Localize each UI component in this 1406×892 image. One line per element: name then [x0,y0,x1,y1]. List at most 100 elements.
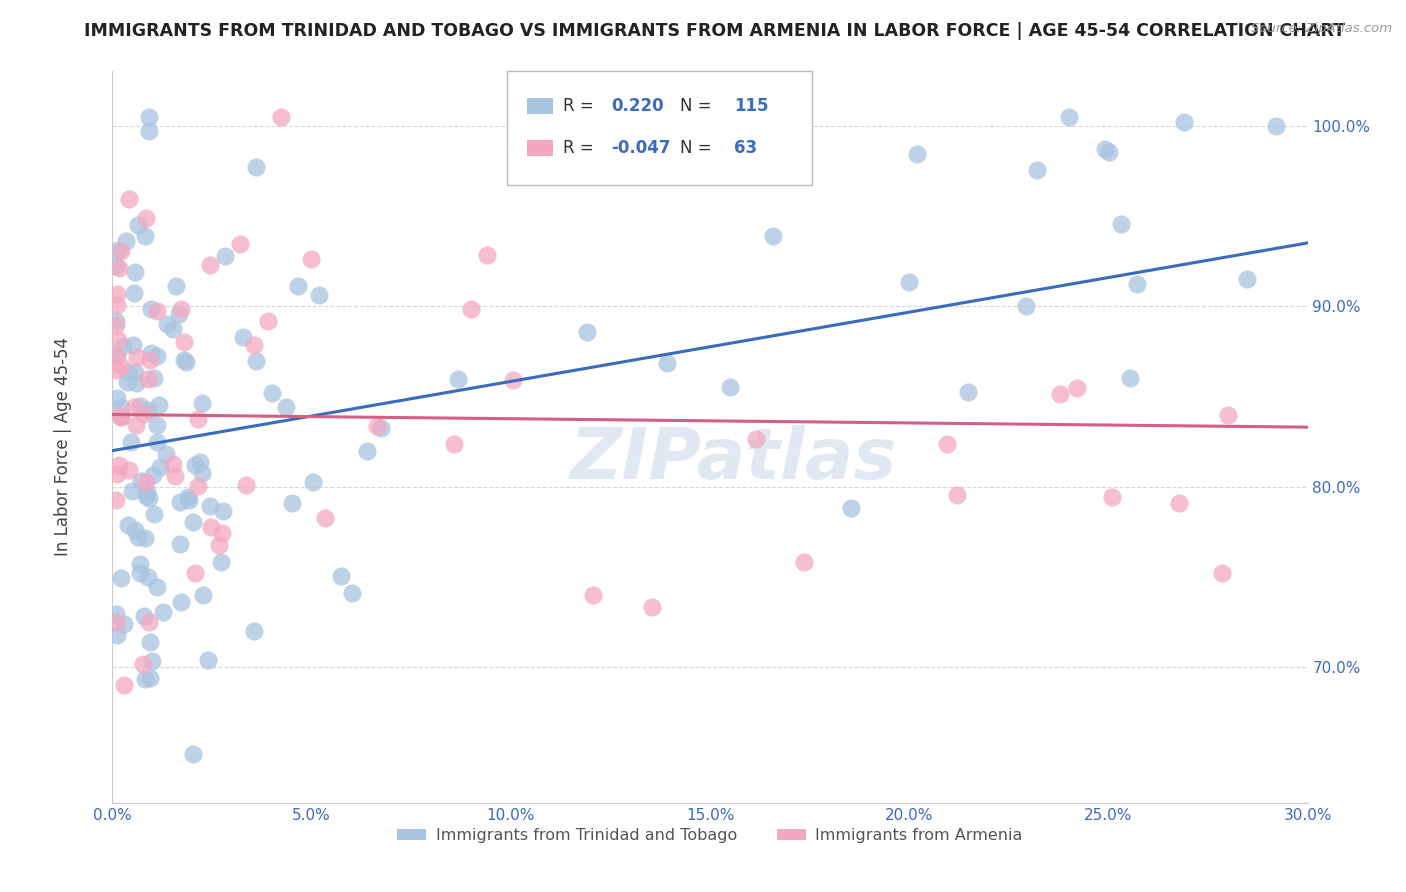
Point [1125,277,1147,291]
Point [105,363,128,377]
Point [138,352,160,367]
Point [146,417,169,432]
Point [211,504,233,518]
Point [1057,110,1080,124]
FancyBboxPatch shape [527,140,554,156]
Point [134,672,156,686]
Point [105,314,128,328]
Point [370,421,392,435]
Point [301,475,323,489]
Point [945,488,967,502]
Point [143,371,166,385]
Point [105,628,128,642]
Point [136,371,159,385]
Point [1109,217,1132,231]
Point [110,400,132,414]
Point [173,353,195,368]
Point [793,555,815,569]
Point [125,376,148,391]
Point [129,399,152,413]
Point [105,259,128,273]
Point [211,525,233,540]
Point [132,657,155,671]
Point [169,495,191,509]
Point [124,365,146,379]
FancyBboxPatch shape [527,98,554,114]
Point [135,475,157,489]
Point [956,385,979,400]
Point [177,490,200,504]
Point [134,228,156,243]
Point [136,484,159,499]
Point [176,355,198,369]
Point [229,237,252,252]
Point [165,468,187,483]
Text: N =: N = [681,96,717,115]
Point [243,338,266,352]
Point [166,279,188,293]
Point [115,234,138,248]
Point [329,569,352,583]
Point [117,517,139,532]
Text: N =: N = [681,139,717,157]
Point [105,349,128,363]
Point [262,386,284,401]
Point [1168,495,1191,509]
Point [110,244,132,258]
Point [936,436,959,450]
Point [125,418,148,433]
Point [105,392,128,406]
Point [135,489,157,503]
Point [110,409,132,424]
Point [181,515,204,529]
Point [173,334,195,349]
Point [134,407,156,421]
Point [287,278,309,293]
Point [122,285,145,300]
Point [139,345,162,359]
Point [115,375,138,389]
Point [245,160,267,174]
Point [110,409,132,424]
Point [170,302,193,317]
Point [188,455,211,469]
Point [905,147,928,161]
Point [112,617,135,632]
Point [134,609,156,624]
Point [582,588,605,602]
Point [121,337,143,351]
Point [1049,387,1071,401]
FancyBboxPatch shape [508,71,811,185]
Point [141,302,163,317]
Point [209,555,232,569]
Point [107,244,129,258]
Point [1025,163,1047,178]
Point [301,252,323,266]
Point [108,261,131,276]
Point [641,599,664,614]
Point [169,537,191,551]
Point [243,624,266,638]
Text: 115: 115 [734,96,769,115]
Point [775,110,797,124]
Point [280,495,302,509]
Point [184,566,207,580]
Point [308,288,330,302]
Point [129,558,152,572]
Point [146,304,169,318]
Point [576,325,599,339]
Text: 63: 63 [734,139,756,157]
Point [141,654,163,668]
Point [110,571,132,585]
Text: IMMIGRANTS FROM TRINIDAD AND TOBAGO VS IMMIGRANTS FROM ARMENIA IN LABOR FORCE | : IMMIGRANTS FROM TRINIDAD AND TOBAGO VS I… [84,22,1346,40]
Point [138,491,160,505]
Point [105,287,128,301]
Point [1173,115,1195,129]
Point [128,566,150,580]
Point [214,249,236,263]
Point [127,530,149,544]
Point [274,400,297,414]
Point [124,265,146,279]
Point [155,447,177,461]
Point [191,588,214,602]
